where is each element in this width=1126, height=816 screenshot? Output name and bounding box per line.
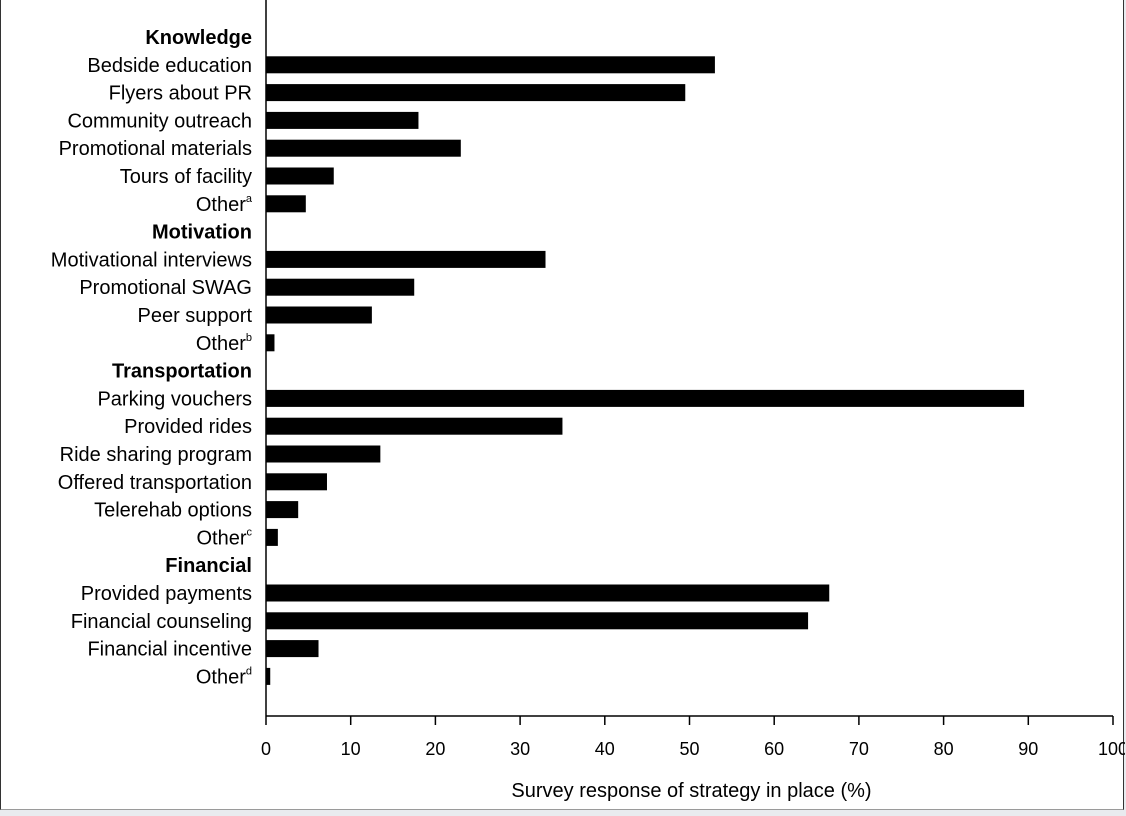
x-tick-label: 80 [934,739,954,759]
category-label: Peer support [137,305,252,327]
category-label: Community outreach [67,110,252,132]
group-label-transportation: Transportation [112,361,252,383]
x-axis-title: Survey response of strategy in place (%) [511,780,871,802]
category-label: Promotional SWAG [79,277,252,299]
bar [266,640,319,658]
category-label: Promotional materials [59,138,252,160]
group-label-financial: Financial [165,555,252,577]
category-label-text: Ride sharing program [60,444,252,466]
x-tick-label: 100 [1098,739,1125,759]
category-label: Provided rides [124,416,252,438]
x-tick-label: 60 [764,739,784,759]
bar [266,612,809,630]
category-label: Ride sharing program [60,444,252,466]
category-label-text: Provided payments [81,583,252,605]
category-label-text: Promotional SWAG [79,277,252,299]
bar [266,250,546,268]
bar [266,445,381,463]
category-label-text: Financial counseling [71,611,252,633]
category-label: Tours of facility [120,166,252,188]
category-label: Flyers about PR [109,83,252,105]
category-label: Telerehab options [94,500,252,522]
x-tick-label: 20 [425,739,445,759]
bar [266,306,372,324]
x-tick-label: 0 [261,739,271,759]
x-tick-label: 40 [595,739,615,759]
bar [266,56,715,74]
category-label-text: Community outreach [67,110,252,132]
footnote-marker: c [247,526,253,538]
category-label-text: Other [196,194,246,216]
x-tick-label: 90 [1018,739,1038,759]
bar [266,417,563,435]
bar [266,501,299,519]
category-label: Parking vouchers [97,388,252,410]
bar [266,278,415,296]
footnote-marker: d [246,665,252,677]
x-tick-label: 10 [341,739,361,759]
category-labels: Knowledge Bedside education Flyers about P… [51,27,253,688]
bar [266,139,461,157]
bar [266,667,271,685]
bar [266,84,686,102]
category-label-text: Offered transportation [58,472,252,494]
category-label-text: Bedside education [87,55,252,77]
bar [266,195,306,213]
bar [266,167,334,185]
group-label-knowledge: Knowledge [145,27,252,49]
bar [266,584,830,602]
axes: 0 10 20 30 40 50 60 70 80 90 100 Survey response o… [261,0,1125,802]
category-label-text: Tours of facility [120,166,252,188]
footnote-marker: b [246,332,252,344]
category-label-text: Peer support [137,305,252,327]
bar [266,334,275,352]
category-label-text: Other [196,666,246,688]
category-label-text: Promotional materials [59,138,252,160]
category-label: Provided payments [81,583,252,605]
category-label: Otherc [196,526,252,549]
category-label-text: Telerehab options [94,500,252,522]
bar [266,111,419,129]
category-label: Financial incentive [87,639,252,661]
category-label: Motivational interviews [51,249,252,271]
category-label: Otherb [196,332,252,355]
category-label-text: Motivational interviews [51,249,252,271]
x-tick-label: 70 [849,739,869,759]
category-label: Otherd [196,665,252,688]
x-tick-label: 50 [679,739,699,759]
x-tick-label: 30 [510,739,530,759]
category-label-text: Financial incentive [87,639,252,661]
category-label: Financial counseling [71,611,252,633]
group-label-motivation: Motivation [152,222,252,244]
bars [266,56,1025,685]
category-label-text: Provided rides [124,416,252,438]
category-label-text: Parking vouchers [97,388,252,410]
bar [266,389,1025,407]
footnote-marker: a [246,193,253,205]
x-axis-ticks: 0 10 20 30 40 50 60 70 80 90 100 [261,716,1125,759]
category-label-text: Other [196,527,246,549]
bar [266,528,278,546]
bar [266,473,327,491]
category-label-text: Other [196,333,246,355]
category-label: Offered transportation [58,472,252,494]
category-label: Othera [196,193,253,216]
category-label-text: Flyers about PR [109,83,252,105]
category-label: Bedside education [87,55,252,77]
